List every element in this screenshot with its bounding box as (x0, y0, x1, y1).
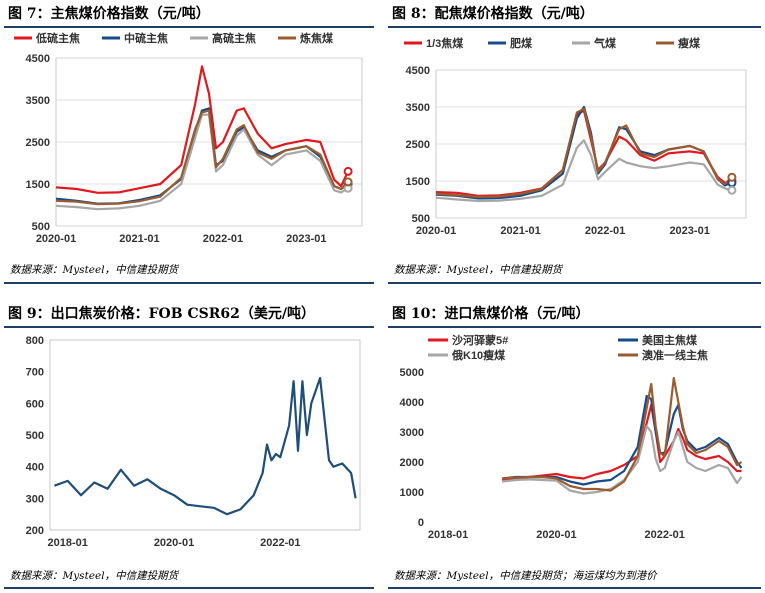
chart-svg: 0 1000 2000 3000 4000 5000 2018-01 2020-01 2022-… (400, 333, 743, 541)
chart-source: 数据来源：Mysteel，中信建投期货 (10, 264, 179, 276)
source-divider (4, 587, 374, 589)
y-tick-label: 600 (26, 398, 44, 410)
chart-header: 图 10：进口焦煤价格（元/吨） (388, 300, 761, 328)
chart-title: 图 7：主焦煤价格指数（元/吨） (8, 6, 210, 22)
chart-title: 图 10：进口焦煤价格（元/吨） (392, 306, 590, 322)
source-divider (388, 587, 761, 589)
legend-label: 气煤 (593, 36, 617, 50)
chart-panel-fig9: 图 9：出口焦炭价格：FOB CSR62（美元/吨） 200 300 400 500 6… (4, 300, 374, 593)
legend-label: 沙河驿蒙5# (452, 333, 508, 347)
series-end-marker (343, 166, 353, 176)
y-tick-label: 2000 (400, 457, 424, 469)
x-tick-label: 2018-01 (48, 537, 88, 549)
y-tick-label: 4500 (26, 53, 50, 65)
legend-label: 中硫主焦 (124, 31, 168, 45)
source-divider (4, 282, 374, 284)
legend-label: 高硫主焦 (212, 31, 256, 45)
y-tick-label: 2500 (406, 139, 430, 151)
series-line (55, 107, 349, 205)
chart-source: 数据来源：Mysteel，中信建投期货；海运煤均为到港价 (394, 570, 657, 582)
chart-header: 图 9：出口焦炭价格：FOB CSR62（美元/吨） (4, 300, 374, 328)
y-tick-label: 300 (26, 493, 44, 505)
chart-source: 数据来源：Mysteel，中信建投期货 (10, 570, 179, 582)
series-end-marker (727, 172, 737, 182)
x-tick-label: 2020-01 (154, 537, 194, 549)
y-tick-label: 4000 (400, 397, 424, 409)
x-tick-label: 2022-01 (645, 529, 685, 541)
plot-frame (49, 339, 361, 531)
series-line (502, 376, 743, 492)
x-tick-label: 2023-01 (286, 233, 326, 245)
x-tick-label: 2023-01 (669, 225, 709, 237)
y-tick-label: 0 (418, 517, 424, 529)
chart-svg: 500 1500 2500 3500 4500 2020-01 2021-01 2022-01… (14, 31, 363, 245)
x-tick-label: 2021-01 (500, 225, 540, 237)
y-tick-label: 500 (26, 430, 44, 442)
chart-title: 图 9：出口焦炭价格：FOB CSR62（美元/吨） (8, 306, 315, 322)
series-line (55, 113, 349, 211)
legend-label: 低硫主焦 (35, 31, 80, 45)
y-tick-label: 2500 (26, 137, 50, 149)
legend-label: 美国主焦煤 (642, 333, 698, 347)
legend-label: 1/3焦煤 (426, 36, 464, 50)
chart-source: 数据来源：Mysteel，中信建投期货 (394, 264, 563, 276)
y-tick-label: 4500 (406, 65, 430, 77)
x-tick-label: 2020-01 (416, 225, 456, 237)
chart-panel-fig8: 图 8：配焦煤价格指数（元/吨） 500 1500 2500 3500 4500 2020… (388, 0, 761, 290)
y-tick-label: 3000 (400, 427, 424, 439)
y-tick-label: 5000 (400, 367, 424, 379)
legend-label: 澳准一线主焦 (642, 348, 708, 362)
y-tick-label: 1000 (400, 487, 424, 499)
series-end-marker (727, 185, 737, 195)
series-line (435, 105, 733, 200)
y-tick-label: 500 (32, 221, 50, 233)
series-line (55, 65, 350, 194)
chart-panel-fig7: 图 7：主焦煤价格指数（元/吨） 500 1500 2500 3500 4500 2020… (4, 0, 374, 290)
y-tick-label: 3500 (406, 102, 430, 114)
chart-svg: 200 300 400 500 600 700 800 2018-01 2020-01 2022-… (26, 335, 361, 549)
chart-header: 图 8：配焦煤价格指数（元/吨） (388, 0, 761, 28)
legend-label: 肥煤 (510, 36, 533, 50)
y-tick-label: 1500 (26, 179, 50, 191)
source-divider (388, 282, 761, 284)
x-tick-label: 2018-01 (428, 529, 468, 541)
y-tick-label: 1500 (406, 176, 430, 188)
x-tick-label: 2022-01 (203, 233, 243, 245)
legend-label: 俄K10瘦煤 (451, 348, 506, 362)
series-line (55, 109, 349, 206)
legend-label: 瘦煤 (678, 36, 701, 50)
chart-panel-fig10: 图 10：进口焦煤价格（元/吨） 0 1000 2000 3000 4000 5000 20… (388, 300, 761, 593)
series-line (435, 139, 733, 203)
legend-label: 炼焦煤 (300, 31, 334, 45)
chart-svg: 500 1500 2500 3500 4500 2020-01 2021-01 2022-01… (404, 36, 747, 237)
x-tick-label: 2022-01 (585, 225, 625, 237)
x-tick-label: 2022-01 (260, 537, 300, 549)
chart-title: 图 8：配焦煤价格指数（元/吨） (392, 6, 594, 22)
series-line (502, 394, 743, 486)
y-tick-label: 500 (412, 213, 430, 225)
chart-header: 图 7：主焦煤价格指数（元/吨） (4, 0, 374, 28)
y-tick-label: 800 (26, 335, 44, 347)
series-line (502, 403, 742, 482)
y-tick-label: 700 (26, 367, 44, 379)
series-end-marker (343, 177, 353, 187)
y-tick-label: 400 (26, 462, 44, 474)
x-tick-label: 2020-01 (36, 233, 76, 245)
series-line (435, 109, 733, 197)
y-tick-label: 200 (26, 525, 44, 537)
x-tick-label: 2020-01 (536, 529, 576, 541)
series-line (435, 107, 733, 198)
y-tick-label: 3500 (26, 95, 50, 107)
series-line (502, 424, 743, 495)
x-tick-label: 2021-01 (119, 233, 159, 245)
series-line (54, 376, 357, 516)
